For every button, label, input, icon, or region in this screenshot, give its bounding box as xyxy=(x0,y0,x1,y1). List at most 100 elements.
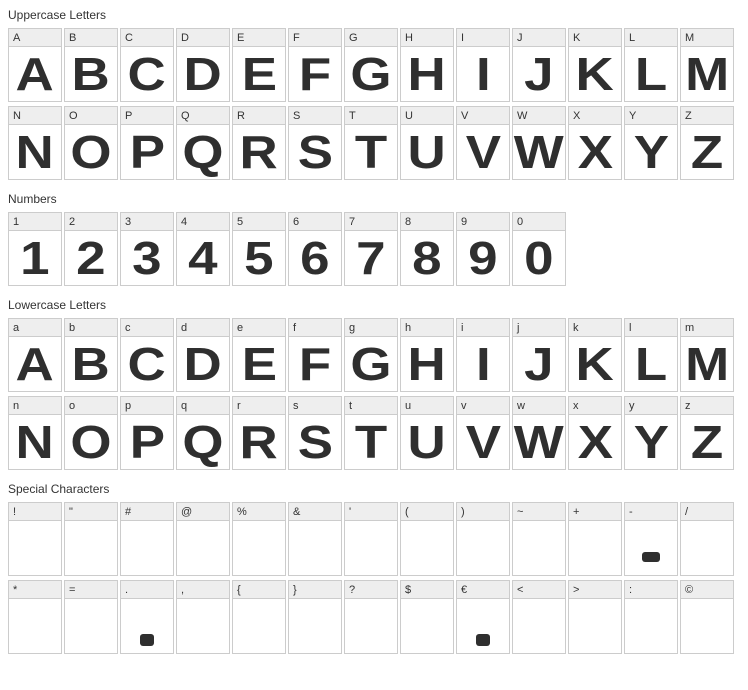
glyph-cell[interactable]: ZZ xyxy=(680,106,734,180)
glyph-cell[interactable]: " xyxy=(64,502,118,576)
glyph-cell[interactable]: ! xyxy=(8,502,62,576)
glyph-cell[interactable]: yY xyxy=(624,396,678,470)
glyph-cell[interactable]: € xyxy=(456,580,510,654)
glyph-cell[interactable]: kK xyxy=(568,318,622,392)
glyph-cell[interactable]: wW xyxy=(512,396,566,470)
glyph-cell[interactable]: eE xyxy=(232,318,286,392)
glyph-cell[interactable]: DD xyxy=(176,28,230,102)
glyph-cell[interactable]: nN xyxy=(8,396,62,470)
glyph-cell[interactable]: * xyxy=(8,580,62,654)
glyph-cell[interactable]: > xyxy=(568,580,622,654)
glyph-cell[interactable]: fF xyxy=(288,318,342,392)
glyph-cell[interactable]: pP xyxy=(120,396,174,470)
glyph-cell[interactable]: # xyxy=(120,502,174,576)
glyph-cell[interactable]: 00 xyxy=(512,212,566,286)
glyph-cell[interactable]: UU xyxy=(400,106,454,180)
glyph-cell[interactable]: , xyxy=(176,580,230,654)
glyph-cell[interactable]: bB xyxy=(64,318,118,392)
glyph-cell[interactable]: FF xyxy=(288,28,342,102)
glyph-cell[interactable]: 55 xyxy=(232,212,286,286)
glyph-cell[interactable]: 44 xyxy=(176,212,230,286)
glyph-cell[interactable]: ? xyxy=(344,580,398,654)
glyph-cell[interactable]: jJ xyxy=(512,318,566,392)
glyph-cell[interactable]: zZ xyxy=(680,396,734,470)
glyph-cell[interactable]: 66 xyxy=(288,212,342,286)
glyph-character: E xyxy=(241,341,276,387)
glyph-cell[interactable]: MM xyxy=(680,28,734,102)
glyph-cell[interactable]: vV xyxy=(456,396,510,470)
glyph-cell[interactable]: SS xyxy=(288,106,342,180)
glyph-cell[interactable]: $ xyxy=(400,580,454,654)
glyph-cell[interactable]: OO xyxy=(64,106,118,180)
glyph-cell[interactable]: RR xyxy=(232,106,286,180)
glyph-cell[interactable]: @ xyxy=(176,502,230,576)
glyph-render: S xyxy=(289,125,341,179)
glyph-cell[interactable]: 88 xyxy=(400,212,454,286)
glyph-cell[interactable]: 33 xyxy=(120,212,174,286)
glyph-cell[interactable]: ~ xyxy=(512,502,566,576)
glyph-cell[interactable]: sS xyxy=(288,396,342,470)
glyph-cell[interactable]: QQ xyxy=(176,106,230,180)
glyph-cell[interactable]: AA xyxy=(8,28,62,102)
glyph-cell[interactable]: - xyxy=(624,502,678,576)
glyph-cell[interactable]: HH xyxy=(400,28,454,102)
glyph-cell[interactable]: / xyxy=(680,502,734,576)
glyph-cell[interactable]: aA xyxy=(8,318,62,392)
glyph-render: J xyxy=(513,47,565,101)
glyph-cell[interactable]: mM xyxy=(680,318,734,392)
glyph-cell[interactable]: 11 xyxy=(8,212,62,286)
glyph-label: m xyxy=(681,319,733,337)
glyph-cell[interactable]: KK xyxy=(568,28,622,102)
glyph-cell[interactable]: 77 xyxy=(344,212,398,286)
glyph-dash-icon xyxy=(642,552,660,562)
glyph-cell[interactable]: 99 xyxy=(456,212,510,286)
glyph-cell[interactable]: uU xyxy=(400,396,454,470)
glyph-cell[interactable]: JJ xyxy=(512,28,566,102)
glyph-cell[interactable]: LL xyxy=(624,28,678,102)
glyph-cell[interactable]: TT xyxy=(344,106,398,180)
glyph-character: H xyxy=(408,51,446,97)
glyph-cell[interactable]: } xyxy=(288,580,342,654)
glyph-cell[interactable]: iI xyxy=(456,318,510,392)
glyph-cell[interactable]: YY xyxy=(624,106,678,180)
glyph-cell[interactable]: WW xyxy=(512,106,566,180)
glyph-cell[interactable]: hH xyxy=(400,318,454,392)
glyph-cell[interactable]: % xyxy=(232,502,286,576)
glyph-cell[interactable]: ' xyxy=(344,502,398,576)
glyph-cell[interactable]: : xyxy=(624,580,678,654)
glyph-cell[interactable]: NN xyxy=(8,106,62,180)
glyph-cell[interactable]: ( xyxy=(400,502,454,576)
glyph-cell[interactable]: II xyxy=(456,28,510,102)
glyph-cell[interactable]: qQ xyxy=(176,396,230,470)
glyph-cell[interactable]: cC xyxy=(120,318,174,392)
glyph-cell[interactable]: EE xyxy=(232,28,286,102)
glyph-render xyxy=(65,599,117,653)
glyph-cell[interactable]: BB xyxy=(64,28,118,102)
glyph-cell[interactable]: rR xyxy=(232,396,286,470)
glyph-cell[interactable]: oO xyxy=(64,396,118,470)
glyph-cell[interactable]: = xyxy=(64,580,118,654)
glyph-cell[interactable]: CC xyxy=(120,28,174,102)
glyph-cell[interactable]: xX xyxy=(568,396,622,470)
glyph-cell[interactable]: tT xyxy=(344,396,398,470)
glyph-cell[interactable]: & xyxy=(288,502,342,576)
glyph-render: N xyxy=(9,415,61,469)
glyph-cell[interactable]: ) xyxy=(456,502,510,576)
glyph-render: I xyxy=(457,47,509,101)
glyph-cell[interactable]: . xyxy=(120,580,174,654)
glyph-cell[interactable]: { xyxy=(232,580,286,654)
glyph-label: , xyxy=(177,581,229,599)
glyph-render: 5 xyxy=(233,231,285,285)
glyph-cell[interactable]: XX xyxy=(568,106,622,180)
glyph-render: O xyxy=(65,125,117,179)
glyph-cell[interactable]: 22 xyxy=(64,212,118,286)
glyph-cell[interactable]: + xyxy=(568,502,622,576)
glyph-cell[interactable]: VV xyxy=(456,106,510,180)
glyph-cell[interactable]: gG xyxy=(344,318,398,392)
glyph-cell[interactable]: © xyxy=(680,580,734,654)
glyph-cell[interactable]: PP xyxy=(120,106,174,180)
glyph-cell[interactable]: dD xyxy=(176,318,230,392)
glyph-cell[interactable]: lL xyxy=(624,318,678,392)
glyph-cell[interactable]: < xyxy=(512,580,566,654)
glyph-cell[interactable]: GG xyxy=(344,28,398,102)
